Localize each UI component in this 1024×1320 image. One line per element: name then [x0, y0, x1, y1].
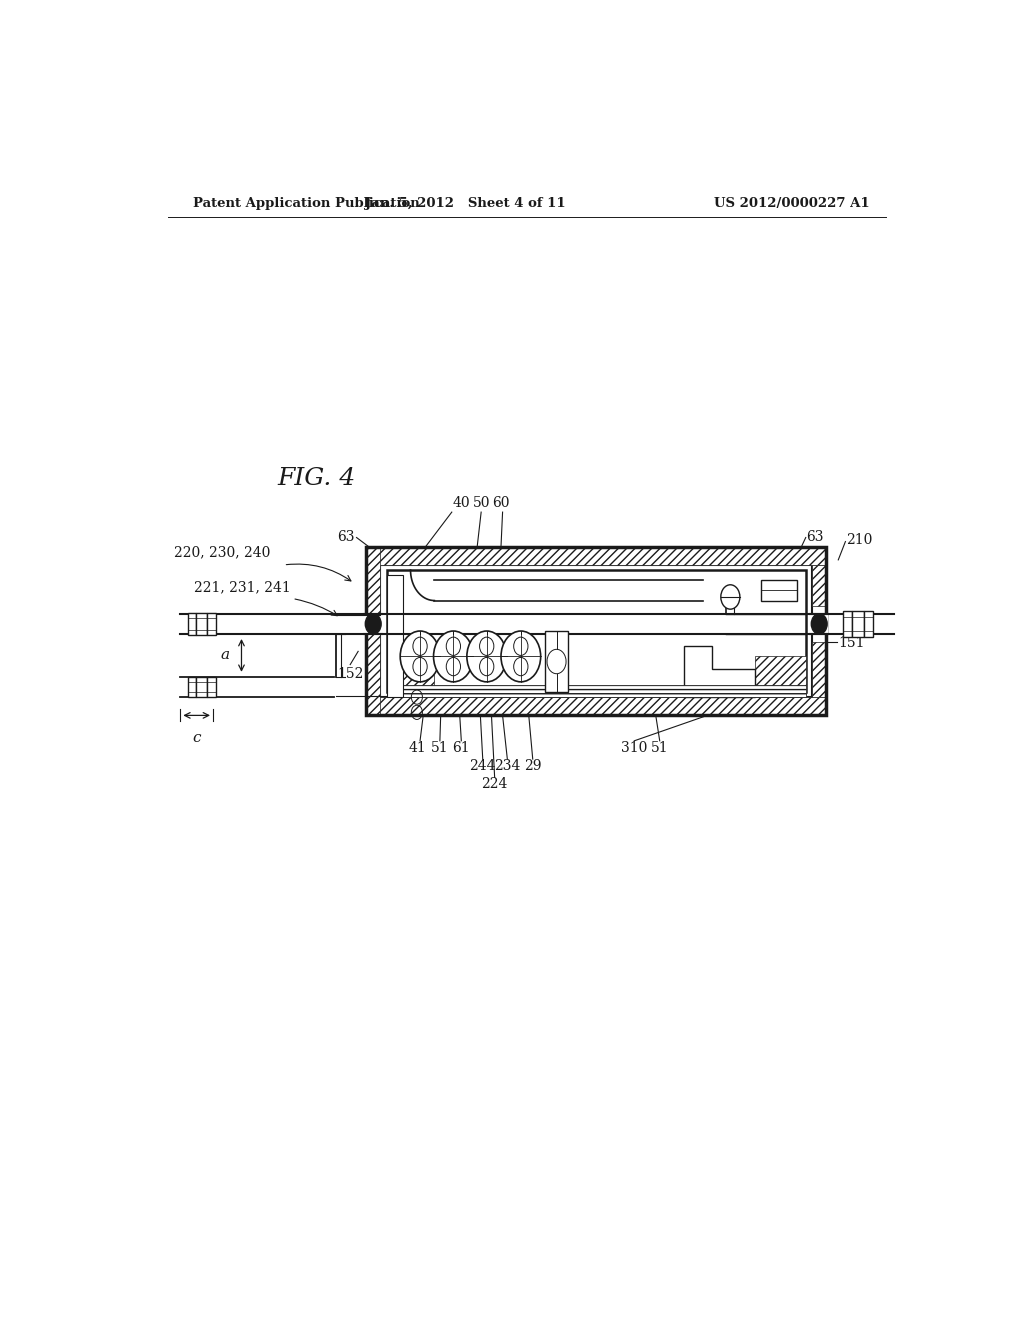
- Text: 40: 40: [453, 496, 470, 510]
- Bar: [380, 565, 812, 697]
- Bar: [188, 677, 197, 697]
- Bar: [367, 546, 826, 565]
- Text: 221, 231, 241: 221, 231, 241: [194, 581, 291, 594]
- Text: 51: 51: [431, 741, 449, 755]
- Bar: [188, 612, 197, 635]
- Text: 151: 151: [839, 636, 865, 651]
- Bar: [387, 570, 806, 692]
- Text: 224: 224: [481, 777, 508, 792]
- Bar: [197, 677, 207, 697]
- Bar: [811, 614, 828, 634]
- Circle shape: [501, 631, 541, 682]
- Text: 60: 60: [493, 496, 510, 510]
- Bar: [812, 643, 826, 697]
- Text: c: c: [193, 731, 202, 744]
- Bar: [207, 677, 216, 697]
- Bar: [545, 631, 568, 692]
- Bar: [852, 611, 864, 638]
- Bar: [367, 697, 826, 715]
- Circle shape: [400, 631, 440, 682]
- Bar: [387, 656, 434, 697]
- Text: 63: 63: [807, 529, 824, 544]
- Text: 63: 63: [337, 529, 354, 544]
- Text: 61: 61: [453, 741, 470, 755]
- Text: a: a: [220, 648, 229, 663]
- Text: 152: 152: [337, 667, 364, 681]
- Text: 51: 51: [651, 741, 669, 755]
- Text: US 2012/0000227 A1: US 2012/0000227 A1: [715, 197, 870, 210]
- Text: 310: 310: [622, 741, 647, 755]
- Text: 244: 244: [469, 759, 496, 774]
- Bar: [755, 656, 806, 697]
- Circle shape: [811, 614, 827, 634]
- Bar: [197, 612, 207, 635]
- Circle shape: [433, 631, 473, 682]
- Bar: [365, 614, 382, 634]
- Text: 50: 50: [472, 496, 489, 510]
- Circle shape: [467, 631, 507, 682]
- Bar: [864, 611, 873, 638]
- Circle shape: [366, 614, 381, 634]
- Bar: [843, 611, 852, 638]
- Bar: [812, 565, 826, 606]
- Text: 41: 41: [409, 741, 427, 755]
- Bar: [367, 546, 380, 715]
- Bar: [367, 546, 826, 715]
- Text: 210: 210: [846, 532, 872, 546]
- Text: 220, 230, 240: 220, 230, 240: [174, 545, 270, 560]
- Text: 29: 29: [524, 759, 542, 774]
- Bar: [387, 576, 402, 697]
- Polygon shape: [684, 647, 755, 697]
- Text: Jan. 5, 2012   Sheet 4 of 11: Jan. 5, 2012 Sheet 4 of 11: [365, 197, 565, 210]
- Bar: [207, 612, 216, 635]
- Bar: [387, 685, 806, 697]
- Circle shape: [721, 585, 740, 609]
- Text: Patent Application Publication: Patent Application Publication: [194, 197, 420, 210]
- Bar: [761, 581, 797, 601]
- Text: 234: 234: [495, 759, 520, 774]
- Text: FIG. 4: FIG. 4: [278, 467, 355, 490]
